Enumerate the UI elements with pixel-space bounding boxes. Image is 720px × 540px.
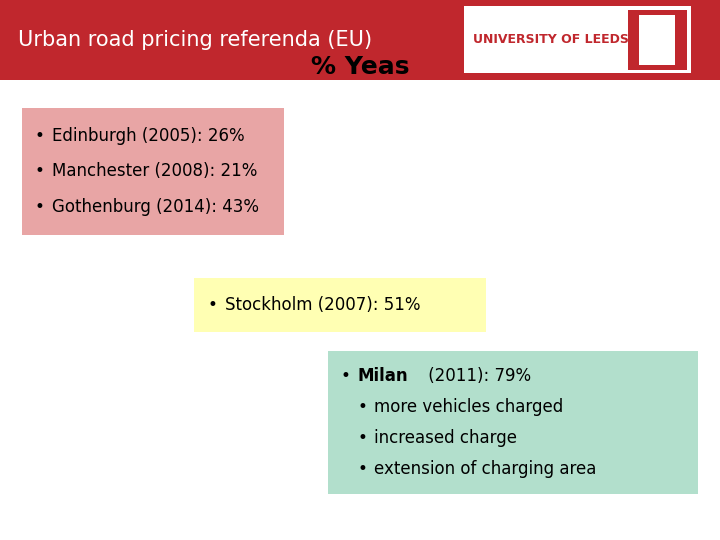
Text: increased charge: increased charge — [374, 429, 518, 447]
Text: Urban road pricing referenda (EU): Urban road pricing referenda (EU) — [18, 30, 372, 50]
Text: •: • — [35, 127, 45, 145]
Bar — [22, 108, 284, 235]
Text: •: • — [35, 163, 45, 180]
Text: •: • — [341, 367, 351, 385]
Bar — [0, 0, 720, 80]
Text: % Yeas: % Yeas — [311, 56, 409, 79]
Text: (2011): 79%: (2011): 79% — [423, 367, 531, 385]
Bar — [194, 278, 486, 332]
Text: •: • — [207, 296, 217, 314]
Text: Manchester (2008): 21%: Manchester (2008): 21% — [52, 163, 257, 180]
Text: more vehicles charged: more vehicles charged — [374, 398, 564, 416]
Text: •: • — [358, 460, 368, 478]
Text: Stockholm (2007): 51%: Stockholm (2007): 51% — [225, 296, 420, 314]
Text: •: • — [358, 429, 368, 447]
Bar — [464, 6, 691, 73]
Text: Milan: Milan — [358, 367, 408, 385]
Bar — [639, 15, 675, 65]
Text: •: • — [35, 198, 45, 217]
Text: Gothenburg (2014): 43%: Gothenburg (2014): 43% — [52, 198, 259, 217]
Text: UNIVERSITY OF LEEDS: UNIVERSITY OF LEEDS — [472, 33, 629, 46]
Text: •: • — [358, 398, 368, 416]
Bar — [628, 10, 687, 70]
Bar — [328, 351, 698, 494]
Text: extension of charging area: extension of charging area — [374, 460, 597, 478]
Text: Edinburgh (2005): 26%: Edinburgh (2005): 26% — [52, 127, 245, 145]
